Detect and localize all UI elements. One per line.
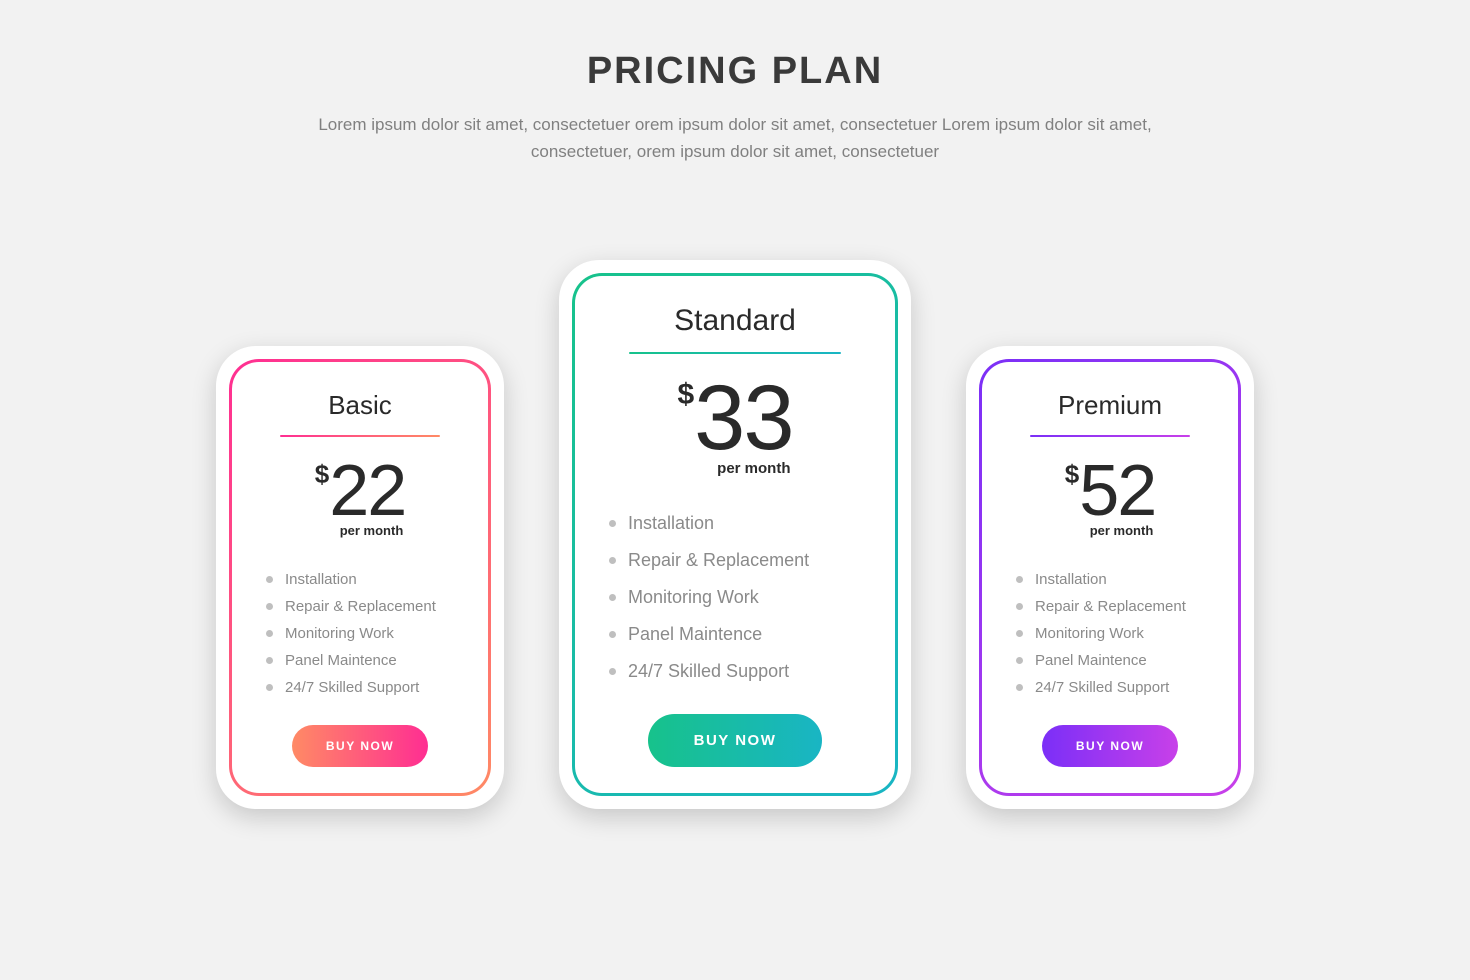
- feature-list: InstallationRepair & ReplacementMonitori…: [609, 505, 867, 690]
- card-content: Basic $22per month InstallationRepair & Re…: [232, 362, 488, 793]
- feature-item: Panel Maintence: [609, 616, 867, 653]
- card-content: Standard $33per month InstallationRepair &…: [575, 276, 895, 793]
- price: $52per month: [1065, 455, 1156, 538]
- price-line: $22: [315, 455, 406, 527]
- feature-item: Installation: [266, 566, 460, 593]
- price: $33per month: [677, 372, 792, 477]
- buy-now-button[interactable]: BUY NOW: [292, 725, 428, 767]
- currency-symbol: $: [315, 461, 329, 487]
- pricing-card-basic: Basic $22per month InstallationRepair & Re…: [216, 346, 504, 809]
- buy-now-button[interactable]: BUY NOW: [648, 714, 823, 767]
- feature-item: Installation: [1016, 566, 1210, 593]
- card-content: Premium $52per month InstallationRepair & …: [982, 362, 1238, 793]
- currency-symbol: $: [1065, 461, 1079, 487]
- price-line: $33: [677, 372, 792, 464]
- price-amount: 52: [1079, 455, 1155, 527]
- feature-list: InstallationRepair & ReplacementMonitori…: [266, 566, 460, 701]
- feature-item: Monitoring Work: [266, 620, 460, 647]
- pricing-card-premium: Premium $52per month InstallationRepair & …: [966, 346, 1254, 809]
- price-period: per month: [1090, 523, 1154, 538]
- price-line: $52: [1065, 455, 1156, 527]
- price-amount: 22: [329, 455, 405, 527]
- card-border: Standard $33per month InstallationRepair &…: [572, 273, 898, 796]
- card-border: Basic $22per month InstallationRepair & Re…: [229, 359, 491, 796]
- divider: [280, 435, 440, 437]
- page-header: PRICING PLAN Lorem ipsum dolor sit amet,…: [285, 50, 1185, 165]
- divider: [629, 352, 840, 354]
- feature-item: 24/7 Skilled Support: [609, 653, 867, 690]
- buy-now-button[interactable]: BUY NOW: [1042, 725, 1178, 767]
- plan-name: Standard: [674, 304, 796, 338]
- card-border: Premium $52per month InstallationRepair & …: [979, 359, 1241, 796]
- feature-item: Panel Maintence: [266, 647, 460, 674]
- feature-item: Repair & Replacement: [1016, 593, 1210, 620]
- price: $22per month: [315, 455, 406, 538]
- pricing-page: PRICING PLAN Lorem ipsum dolor sit amet,…: [0, 0, 1470, 980]
- feature-item: 24/7 Skilled Support: [1016, 674, 1210, 701]
- feature-item: Panel Maintence: [1016, 647, 1210, 674]
- page-title: PRICING PLAN: [285, 50, 1185, 93]
- feature-list: InstallationRepair & ReplacementMonitori…: [1016, 566, 1210, 701]
- page-subtitle: Lorem ipsum dolor sit amet, consectetuer…: [285, 111, 1185, 165]
- divider: [1030, 435, 1190, 437]
- feature-item: Installation: [609, 505, 867, 542]
- pricing-cards: Basic$22per monthInstallationRepair & Re…: [216, 260, 1254, 809]
- feature-item: Monitoring Work: [609, 579, 867, 616]
- price-period: per month: [717, 460, 790, 477]
- feature-item: Monitoring Work: [1016, 620, 1210, 647]
- price-period: per month: [340, 523, 404, 538]
- pricing-card-standard: Standard $33per month InstallationRepair &…: [559, 260, 911, 809]
- feature-item: Repair & Replacement: [266, 593, 460, 620]
- price-amount: 33: [694, 372, 792, 464]
- currency-symbol: $: [677, 380, 694, 410]
- plan-name: Premium: [1058, 390, 1162, 421]
- feature-item: Repair & Replacement: [609, 542, 867, 579]
- plan-name: Basic: [328, 390, 392, 421]
- feature-item: 24/7 Skilled Support: [266, 674, 460, 701]
